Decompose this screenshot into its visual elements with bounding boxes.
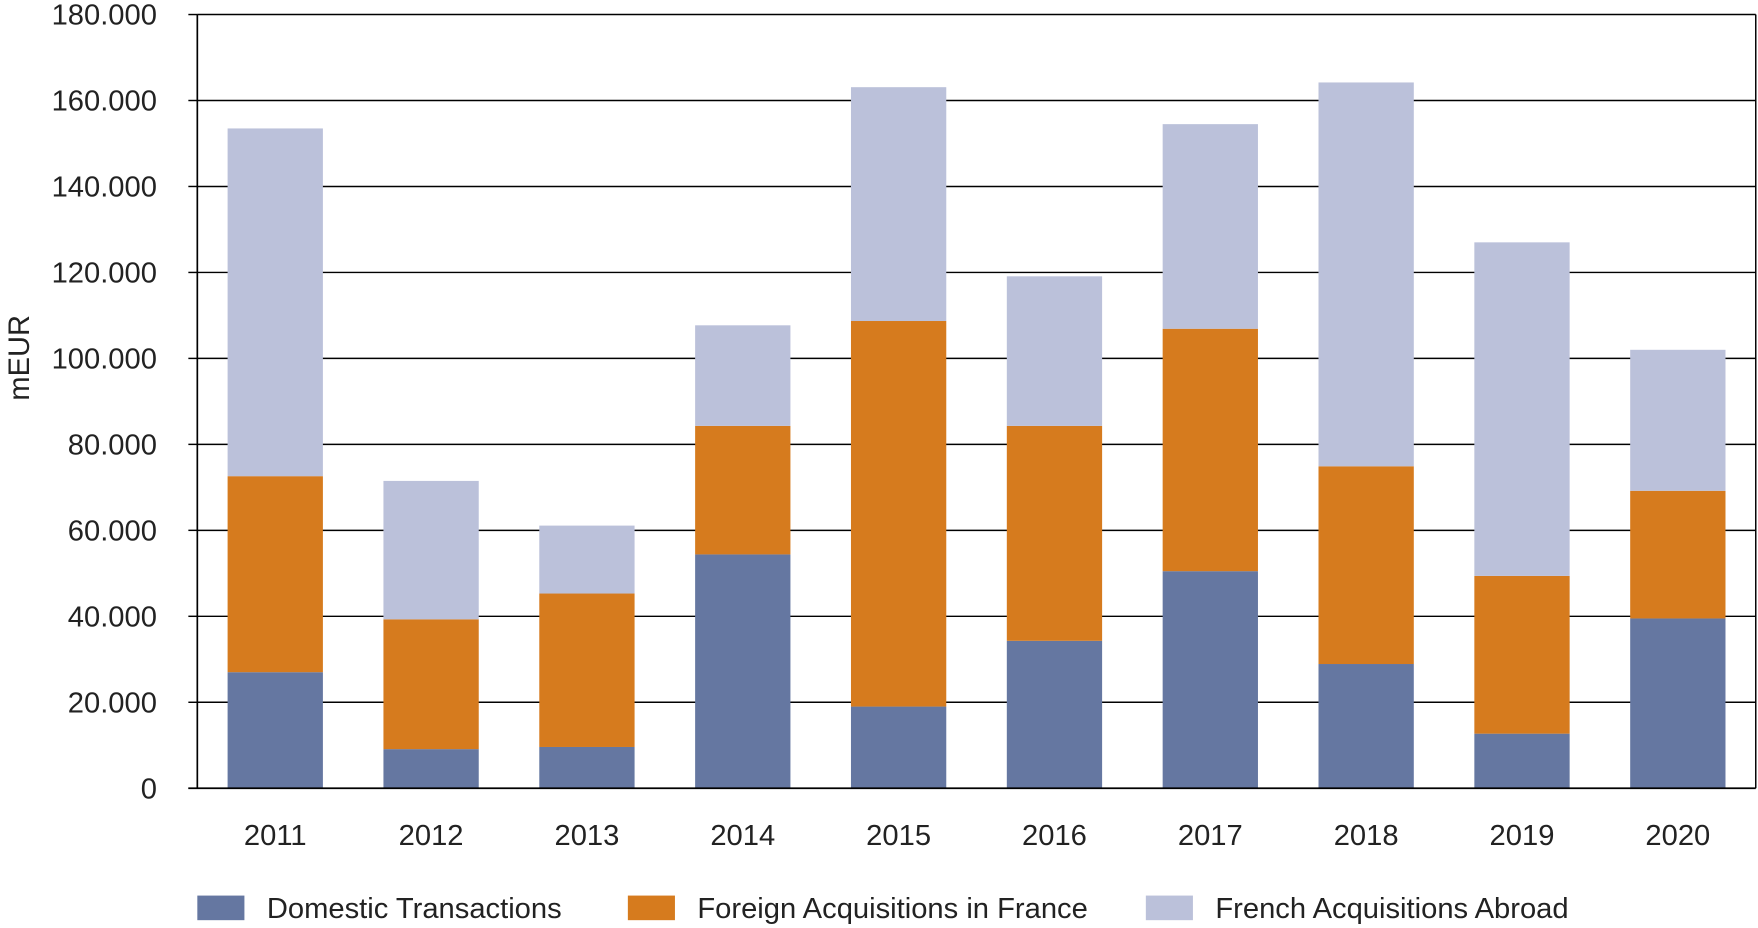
bar-2013-foreign-acquisitions-in-france — [539, 593, 635, 747]
axes — [188, 13, 1757, 790]
legend-label: Domestic Transactions — [267, 893, 562, 925]
y-tick-label: 60.000 — [68, 515, 157, 547]
x-tick-label: 2020 — [1645, 820, 1710, 852]
bar-2014-foreign-acquisitions-in-france — [695, 425, 791, 555]
y-tick-label: 40.000 — [68, 601, 157, 633]
bar-2014-domestic-transactions — [695, 554, 791, 789]
y-axis-label: mEUR — [4, 315, 36, 401]
bar-2019-french-acquisitions-abroad — [1474, 242, 1570, 576]
bar-2019-foreign-acquisitions-in-france — [1474, 575, 1570, 734]
x-tick-label: 2018 — [1334, 820, 1399, 852]
bar-2020-foreign-acquisitions-in-france — [1630, 490, 1726, 619]
legend-swatch — [1145, 895, 1193, 921]
x-tick-label: 2013 — [555, 820, 620, 852]
legend-swatch — [627, 895, 675, 921]
bar-2016-french-acquisitions-abroad — [1006, 276, 1103, 426]
bar-2012-foreign-acquisitions-in-france — [383, 619, 479, 750]
x-tick-label: 2017 — [1178, 820, 1243, 852]
x-tick-label: 2014 — [710, 820, 775, 852]
y-tick-label: 140.000 — [52, 172, 157, 204]
bar-2017-french-acquisitions-abroad — [1162, 124, 1258, 329]
legend-label: French Acquisitions Abroad — [1215, 893, 1568, 925]
bar-2017-foreign-acquisitions-in-france — [1162, 328, 1258, 572]
bar-2017-domestic-transactions — [1162, 571, 1258, 789]
y-tick-label: 80.000 — [68, 429, 157, 461]
bar-2012-french-acquisitions-abroad — [383, 480, 479, 620]
y-tick-label: 0 — [141, 773, 157, 805]
bar-2016-domestic-transactions — [1006, 640, 1103, 789]
x-tick-label: 2015 — [866, 820, 931, 852]
bar-2020-domestic-transactions — [1630, 618, 1726, 789]
bar-2011-french-acquisitions-abroad — [227, 128, 323, 477]
y-tick-label: 180.000 — [52, 0, 157, 32]
bar-2014-french-acquisitions-abroad — [695, 325, 791, 426]
x-tick-labels: 2011 2012 2013 2014 2015 2016 2017 2018 2019 2020 — [244, 820, 1710, 852]
legend-swatch — [197, 895, 245, 921]
bar-2013-french-acquisitions-abroad — [539, 525, 635, 594]
bar-2015-foreign-acquisitions-in-france — [850, 321, 947, 707]
bar-2013-domestic-transactions — [539, 746, 635, 789]
x-tick-label: 2012 — [399, 820, 464, 852]
y-tick-label: 100.000 — [52, 344, 157, 376]
bar-2016-foreign-acquisitions-in-france — [1006, 425, 1103, 641]
bar-2011-domestic-transactions — [227, 672, 323, 789]
bar-2018-domestic-transactions — [1318, 664, 1414, 789]
bar-2015-french-acquisitions-abroad — [850, 87, 947, 322]
bar-2019-domestic-transactions — [1474, 733, 1570, 789]
bar-2018-foreign-acquisitions-in-france — [1318, 466, 1414, 665]
legend-label: Foreign Acquisitions in France — [697, 893, 1087, 925]
bar-2018-french-acquisitions-abroad — [1318, 82, 1414, 467]
y-tick-label: 120.000 — [52, 258, 157, 290]
bar-2011-foreign-acquisitions-in-france — [227, 476, 323, 673]
x-tick-label: 2016 — [1022, 820, 1087, 852]
bars — [227, 82, 1726, 789]
y-tick-label: 160.000 — [52, 86, 157, 118]
y-tick-labels: 0 20.000 40.000 60.000 80.000 100.000 120.000 1… — [52, 0, 157, 805]
y-tick-label: 20.000 — [68, 687, 157, 719]
x-tick-label: 2011 — [244, 820, 307, 852]
bar-2015-domestic-transactions — [850, 706, 947, 789]
bar-2012-domestic-transactions — [383, 749, 479, 789]
x-tick-label: 2019 — [1490, 820, 1555, 852]
legend: Domestic Transactions Foreign Acquisition… — [197, 893, 1569, 925]
bar-2020-french-acquisitions-abroad — [1630, 349, 1726, 491]
